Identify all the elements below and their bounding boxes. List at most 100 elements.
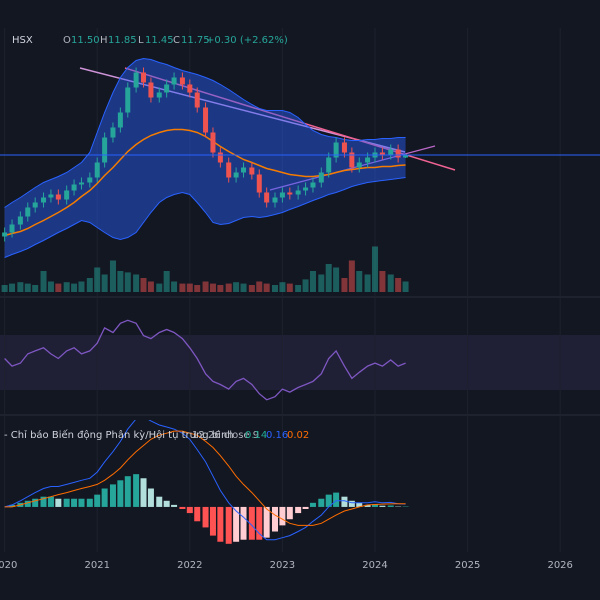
volume-bar: [124, 272, 131, 292]
volume-bar: [356, 271, 363, 292]
band-line: [4, 57, 406, 208]
volume-bar: [47, 281, 54, 292]
volume-bar: [225, 283, 232, 292]
histogram-bar: [94, 494, 101, 507]
candle-body: [256, 174, 262, 193]
candle-body: [141, 72, 147, 83]
histogram-bar: [109, 484, 116, 507]
histogram-bar: [140, 478, 147, 507]
candle-body: [87, 177, 93, 183]
x-tick-label: 2024: [362, 560, 387, 571]
volume-bar: [163, 271, 170, 292]
volume-bar: [194, 285, 201, 292]
volume-bar: [24, 283, 31, 292]
candle-body: [295, 190, 301, 195]
candle-body: [25, 207, 31, 217]
candle-body: [17, 216, 23, 225]
candle-body: [249, 167, 255, 175]
histogram-bar: [302, 506, 309, 509]
volume-bar: [94, 267, 101, 292]
change: +0.30 (+2.62%): [206, 35, 288, 46]
histogram-bar: [325, 494, 332, 507]
candle-body: [203, 107, 209, 133]
volume-bar: [348, 260, 355, 292]
candle-body: [303, 187, 309, 191]
rsi-pane: [4, 319, 406, 401]
candle-body: [226, 162, 232, 178]
volume-bar: [272, 285, 278, 292]
histogram-bar: [348, 500, 355, 507]
candle-body: [310, 182, 316, 188]
histogram-bar: [78, 498, 85, 507]
volume-bar: [279, 282, 286, 292]
histogram-bar: [333, 492, 340, 507]
candle-body: [318, 172, 324, 183]
rsi-line: [4, 319, 406, 401]
candle-body: [148, 82, 154, 98]
macd-title: - Chỉ báo Biến động Phân kỳ/Hội tụ trung…: [4, 429, 234, 441]
volume-bar: [341, 278, 348, 292]
histogram-bar: [194, 506, 201, 522]
histogram-bar: [341, 496, 348, 507]
candle-body: [349, 152, 355, 168]
histogram-bar: [364, 504, 371, 507]
candle-body: [187, 84, 193, 93]
volume-bar: [156, 283, 163, 292]
volume-bar: [40, 271, 47, 292]
band-fill: [4, 58, 406, 258]
volume-bar: [263, 283, 270, 292]
histogram-bar: [147, 488, 154, 507]
volume-bar: [179, 283, 186, 292]
volume-bar: [186, 283, 193, 292]
histogram-bar: [163, 500, 170, 507]
macd-line: [4, 420, 406, 541]
volume-bar: [147, 281, 154, 292]
candle-body: [55, 194, 61, 200]
volume-bar: [1, 285, 8, 292]
ohlc-label: H: [100, 35, 108, 46]
histogram-bar: [387, 505, 394, 507]
histogram-bar: [101, 488, 108, 507]
ohlc-value: 11.45: [145, 35, 174, 46]
histogram-bar: [71, 498, 78, 507]
candle-body: [171, 77, 177, 85]
volume-bar: [395, 278, 402, 292]
volume-bar: [63, 282, 70, 292]
candle-body: [71, 184, 77, 191]
histogram-bar: [179, 506, 186, 509]
histogram-bar: [217, 506, 224, 542]
histogram-bar: [372, 504, 378, 507]
histogram-bar: [295, 506, 302, 514]
ohlc-value: 11.85: [108, 35, 137, 46]
histogram-bar: [55, 498, 62, 507]
candle-body: [210, 132, 216, 153]
candle-body: [41, 197, 47, 203]
volume-bar: [302, 279, 309, 292]
volume-bar: [248, 285, 255, 292]
histogram-bar: [32, 498, 39, 507]
candle-body: [365, 157, 371, 163]
volume-bar: [71, 283, 78, 292]
histogram-bar: [356, 502, 363, 507]
legend-value: 0.16: [266, 430, 288, 441]
ohlc-label: O: [63, 35, 71, 46]
histogram-bar: [171, 504, 178, 507]
x-tick-label: 2026: [547, 560, 572, 571]
candle-body: [272, 197, 278, 203]
candle-body: [264, 192, 270, 203]
candle-body: [48, 194, 54, 198]
signal-line: [4, 430, 406, 526]
histogram-bar: [279, 506, 286, 526]
candle-body: [241, 167, 247, 173]
ohlc-value: 11.75: [181, 35, 210, 46]
volume-bar: [217, 285, 224, 292]
candle-body: [388, 149, 394, 155]
histogram-bar: [225, 506, 232, 544]
volume-bar: [209, 283, 216, 292]
histogram-bar: [202, 506, 209, 528]
volume-bar: [240, 283, 247, 292]
candle-body: [287, 192, 293, 195]
